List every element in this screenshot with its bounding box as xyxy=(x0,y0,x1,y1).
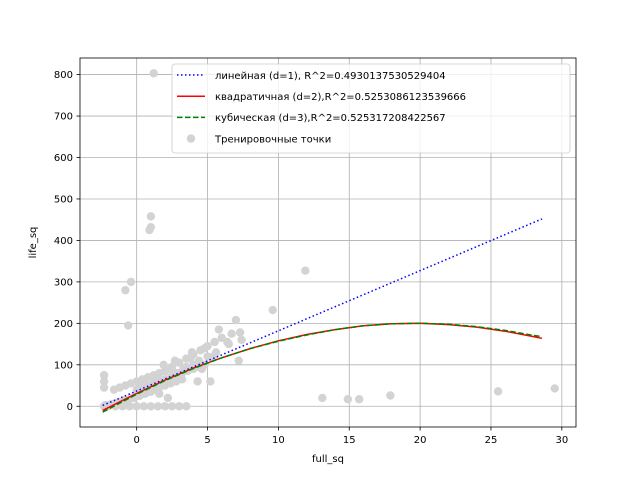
scatter-point xyxy=(159,360,168,370)
y-tick-label: 0 xyxy=(67,402,73,413)
y-tick-label: 600 xyxy=(54,153,73,164)
scatter-point xyxy=(235,328,245,337)
y-tick-label: 700 xyxy=(54,112,73,123)
x-axis-label: full_sq xyxy=(312,454,344,465)
scatter-point xyxy=(99,383,109,392)
legend-marker-swatch xyxy=(186,134,196,143)
scatter-point xyxy=(125,402,134,411)
scatter-point xyxy=(99,370,109,380)
x-tick-label: 25 xyxy=(485,435,498,446)
scatter-point xyxy=(99,377,109,386)
scatter-point xyxy=(149,69,158,78)
scatter-point xyxy=(153,402,163,411)
y-tick-label: 100 xyxy=(54,360,73,371)
scatter-point xyxy=(206,377,215,386)
plot-frame xyxy=(79,57,577,428)
scatter-point xyxy=(123,321,133,330)
x-tick-label: 5 xyxy=(204,435,210,446)
scatter-point xyxy=(121,285,130,295)
y-tick-label: 800 xyxy=(54,70,73,81)
scatter-point xyxy=(318,393,327,403)
scatter-point xyxy=(386,391,395,400)
legend-box xyxy=(171,63,571,154)
scatter-point xyxy=(301,266,310,275)
scatter-point xyxy=(187,348,197,357)
legend-label: линейная (d=1), R^2=0.4930137530529404 xyxy=(215,71,446,82)
scatter-point xyxy=(224,339,233,349)
scatter-point xyxy=(145,225,154,235)
scatter-point xyxy=(167,402,177,411)
scatter-point xyxy=(214,325,224,334)
fit-lines xyxy=(102,218,543,413)
legend-label: Тренировочные точки xyxy=(214,134,331,145)
scatter-point xyxy=(146,212,156,221)
scatter-point xyxy=(268,305,277,315)
scatter-point xyxy=(234,356,243,365)
scatter-point xyxy=(209,352,218,361)
scatter-point xyxy=(193,377,202,386)
scatter-point xyxy=(210,337,219,347)
x-tick-label: 10 xyxy=(272,435,285,446)
x-tick-label: 30 xyxy=(555,435,568,446)
y-tick-label: 500 xyxy=(54,194,73,205)
scatter-point xyxy=(126,277,136,287)
scatter-point xyxy=(132,402,141,411)
scatter-point xyxy=(343,395,353,404)
scatter-point xyxy=(175,402,184,411)
scatter-point xyxy=(217,333,226,343)
scatter-point xyxy=(200,344,209,353)
x-tick-label: 0 xyxy=(133,435,139,446)
y-tick-label: 300 xyxy=(54,277,73,288)
scatter-point xyxy=(231,315,241,325)
scatter-point xyxy=(170,356,180,365)
x-tick-label: 20 xyxy=(414,435,427,446)
legend-label: кубическая (d=3),R^2=0.525317208422567 xyxy=(215,113,446,124)
y-tick-label: 200 xyxy=(54,319,73,330)
scatter-point xyxy=(550,384,559,393)
scatter-point xyxy=(237,335,246,345)
fit-line xyxy=(102,322,543,413)
scatter-point xyxy=(227,329,236,338)
x-tick-label: 15 xyxy=(343,435,356,446)
scatter-point xyxy=(160,402,170,411)
legend-label: квадратичная (d=2),R^2=0.525308612353966… xyxy=(215,92,466,103)
scatter-point xyxy=(163,393,173,403)
scatter-point xyxy=(493,387,503,396)
y-axis-label: life_sq xyxy=(28,227,39,259)
scatter-point xyxy=(139,402,148,411)
scatter-point xyxy=(146,402,156,411)
y-tick-label: 400 xyxy=(54,236,73,247)
scatter-point xyxy=(155,389,164,399)
legend: линейная (d=1), R^2=0.4930137530529404 кв… xyxy=(171,63,571,154)
scatter-point xyxy=(182,402,191,411)
scatter-point xyxy=(354,395,364,404)
